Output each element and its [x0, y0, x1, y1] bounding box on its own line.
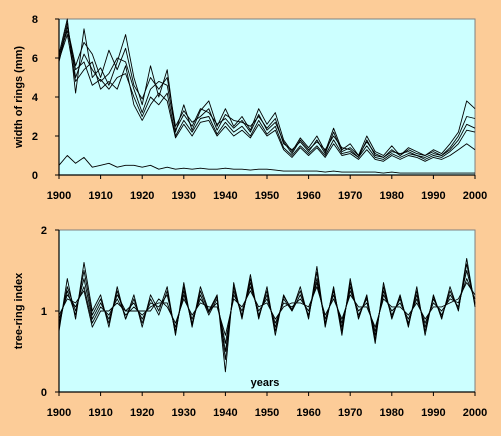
x-axis-label: years	[251, 377, 280, 389]
x-tick-label: 1940	[213, 407, 237, 419]
x-tick-label: 1950	[255, 407, 279, 419]
x-tick-label: 1920	[130, 190, 154, 202]
x-tick-label: 2000	[463, 407, 487, 419]
x-tick-label: 1930	[172, 190, 196, 202]
plot-area	[58, 229, 476, 393]
x-tick-label: 1920	[130, 407, 154, 419]
y-axis-label: width of rings (mm)	[13, 46, 25, 149]
x-tick-label: 1930	[172, 407, 196, 419]
y-tick-label: 8	[32, 14, 38, 26]
x-tick-label: 1950	[255, 190, 279, 202]
y-tick-label: 0	[32, 170, 38, 182]
x-tick-label: 1990	[421, 407, 445, 419]
x-tick-label: 1980	[380, 190, 404, 202]
x-tick-label: 1940	[213, 190, 237, 202]
x-tick-label: 1900	[47, 407, 71, 419]
y-axis-label: tree-ring index	[13, 272, 25, 349]
y-tick-label: 0	[41, 387, 47, 399]
x-tick-label: 1910	[88, 407, 112, 419]
x-tick-label: 1970	[338, 190, 362, 202]
x-tick-label: 1960	[296, 407, 320, 419]
y-tick-label: 2	[41, 225, 47, 237]
chart-panel-2: 1900 1910 1920 1930 1940 1950 1960 1970 1980 1990…	[13, 225, 487, 419]
chart-panel-1: 1900 1910 1920 1930 1940 1950 1960 1970 1980 1990…	[13, 14, 487, 202]
series-line-3	[58, 22, 476, 158]
series-line-4	[58, 30, 476, 160]
y-tick-label: 6	[32, 53, 38, 65]
x-tick-label: 2000	[463, 190, 487, 202]
series-line-5	[58, 282, 476, 336]
series-line-2	[58, 26, 476, 158]
x-tick-label: 1990	[421, 190, 445, 202]
x-tick-label: 1900	[47, 190, 71, 202]
x-tick-label: 1960	[296, 190, 320, 202]
series-line-6	[58, 155, 475, 174]
x-tick-label: 1970	[338, 407, 362, 419]
y-tick-label: 4	[32, 92, 39, 104]
x-tick-label: 1980	[380, 407, 404, 419]
series-line-5	[58, 34, 476, 162]
plot-area	[58, 18, 476, 176]
series-line-1	[58, 18, 476, 156]
y-tick-label: 2	[32, 131, 38, 143]
x-tick-label: 1910	[88, 190, 112, 202]
series-line-4	[58, 263, 476, 361]
y-tick-label: 1	[41, 306, 47, 318]
